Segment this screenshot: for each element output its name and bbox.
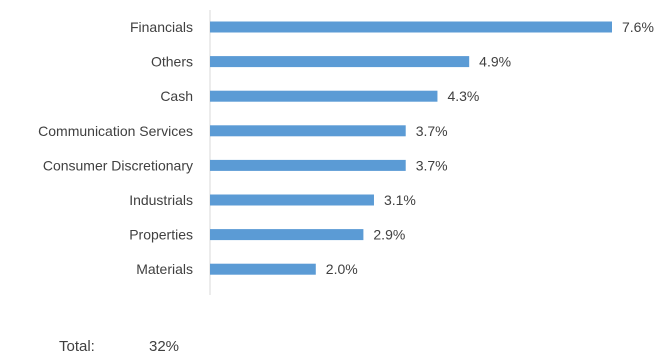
value-label: 3.1% — [384, 192, 416, 208]
value-label: 3.7% — [416, 123, 448, 139]
total-summary: Total: 32% — [59, 338, 179, 355]
value-label: 2.9% — [373, 227, 405, 243]
value-label: 3.7% — [416, 157, 448, 173]
category-label: Properties — [129, 227, 193, 243]
bar-communication-services — [210, 125, 406, 137]
bar-chart: Financials Others Cash Communication Servic… — [38, 10, 654, 295]
category-label: Communication Services — [38, 123, 193, 139]
total-label: Total: — [59, 338, 95, 355]
category-label: Financials — [130, 19, 193, 35]
bar-industrials — [210, 194, 374, 206]
category-label: Cash — [160, 88, 193, 104]
category-label: Materials — [136, 261, 193, 277]
value-label: 4.9% — [479, 54, 511, 70]
category-label: Others — [151, 54, 193, 70]
bar-others — [210, 56, 470, 68]
category-labels: Financials Others Cash Communication Servic… — [38, 19, 193, 277]
category-label: Consumer Discretionary — [43, 157, 193, 173]
value-label: 7.6% — [622, 19, 654, 35]
bar-properties — [210, 229, 364, 241]
value-label: 4.3% — [447, 88, 479, 104]
bars — [210, 21, 612, 275]
category-label: Industrials — [129, 192, 193, 208]
bar-financials — [210, 21, 612, 33]
bar-cash — [210, 90, 438, 102]
value-labels: 7.6% 4.9% 4.3% 3.7% 3.7% 3.1% 2.9% 2.0% — [326, 19, 654, 277]
value-label: 2.0% — [326, 261, 358, 277]
bar-consumer-discretionary — [210, 159, 406, 171]
total-value: 32% — [149, 338, 180, 355]
bar-materials — [210, 263, 316, 275]
